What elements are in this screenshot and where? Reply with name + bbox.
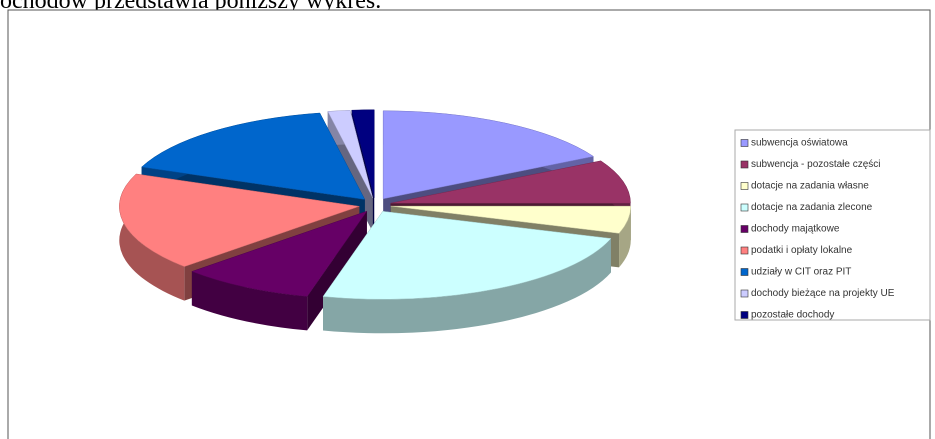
legend-label: udziały w CIT oraz PIT	[751, 267, 851, 278]
legend-marker	[740, 225, 749, 233]
slice	[327, 110, 373, 198]
legend-label: dotacje na zadania własne	[751, 181, 869, 192]
legend-label: podatki i opłaty lokalne	[751, 245, 853, 256]
legend-label: subwencja oświatowa	[751, 138, 848, 149]
slice	[191, 210, 368, 297]
legend-marker	[740, 160, 749, 169]
slice	[382, 110, 595, 200]
slice	[119, 173, 360, 267]
legend-marker	[740, 182, 749, 190]
slice-side	[191, 271, 308, 331]
legend-label: dochody majątkowe	[751, 224, 840, 235]
slice	[351, 109, 375, 198]
slice-side	[323, 238, 611, 334]
slice	[322, 211, 612, 300]
legend-marker	[740, 203, 749, 212]
slice	[390, 205, 632, 234]
legend-label: dotacje na zadania zlecone	[751, 202, 873, 213]
slice	[390, 160, 631, 204]
slice-side	[619, 206, 631, 268]
legend-marker	[740, 268, 749, 276]
legend-marker	[740, 289, 749, 298]
legend-marker	[740, 311, 749, 319]
legend-label: subwencja - pozostałe części	[751, 159, 881, 170]
legend-label: pozostałe dochody	[751, 310, 834, 321]
legend-box	[734, 129, 931, 321]
slice	[141, 112, 366, 200]
legend-marker	[740, 246, 749, 255]
legend-marker	[740, 139, 749, 147]
legend-label: dochody bieżące na projekty UE	[751, 288, 895, 299]
